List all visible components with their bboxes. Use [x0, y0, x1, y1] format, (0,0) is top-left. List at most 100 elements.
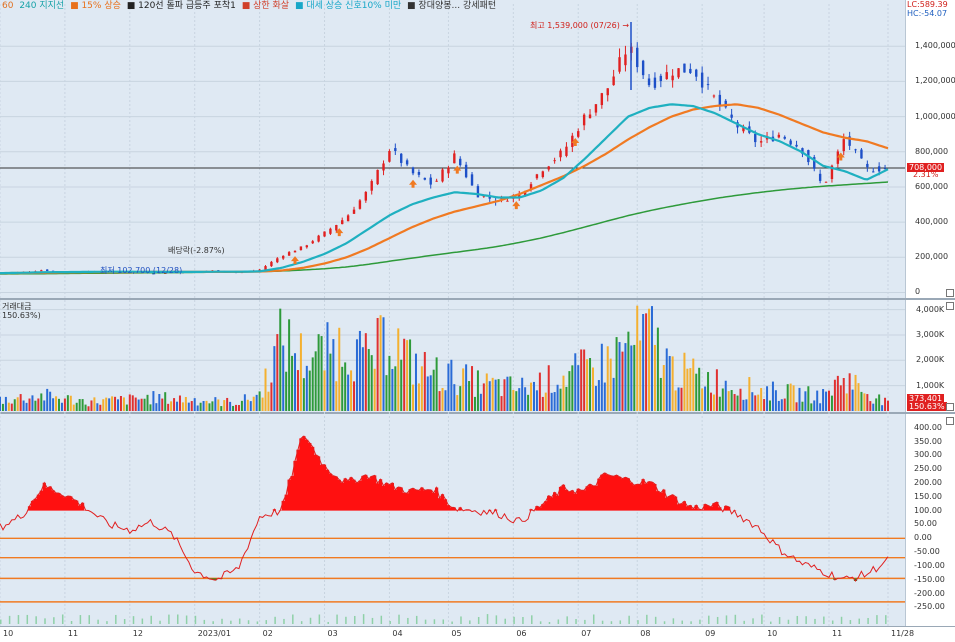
- volume-bar: [40, 393, 43, 411]
- candle-body: [742, 126, 745, 132]
- volume-bar: [509, 376, 512, 411]
- volume-bar: [122, 397, 125, 411]
- candle-body: [641, 60, 645, 76]
- panel-divider[interactable]: [0, 298, 955, 300]
- volume-bar: [801, 401, 804, 411]
- candle-body: [164, 272, 167, 274]
- ma60-line: [0, 103, 889, 275]
- volume-bar: [833, 379, 836, 411]
- candle-body: [754, 133, 757, 143]
- panel-divider[interactable]: [0, 412, 955, 414]
- volume-bar: [0, 396, 1, 411]
- bottom-volume-bar: [451, 621, 453, 624]
- candle-body: [264, 266, 267, 271]
- bottom-volume-bar: [371, 617, 374, 624]
- bottom-volume-bar: [690, 621, 692, 624]
- bottom-volume-bar: [460, 616, 462, 624]
- volume-bar: [830, 395, 833, 411]
- volume-bar: [394, 366, 397, 411]
- bottom-volume-bar: [885, 615, 887, 624]
- candle-body: [411, 167, 415, 174]
- price-tick-label: 400,000: [915, 217, 949, 227]
- candle-body: [46, 269, 49, 271]
- candle-body: [700, 72, 704, 88]
- candle-body: [429, 177, 432, 185]
- price-panel[interactable]: [0, 0, 905, 298]
- volume-bar: [400, 359, 403, 411]
- volume-bar: [650, 306, 653, 411]
- panel-resize-icon[interactable]: [946, 302, 954, 310]
- volume-bar: [866, 394, 869, 411]
- volume-bar: [597, 380, 600, 411]
- volume-bar: [642, 314, 645, 411]
- volume-bar: [630, 345, 633, 411]
- date-tick-label: 03: [327, 629, 338, 638]
- volume-bar: [385, 375, 388, 411]
- volume-bar: [550, 392, 553, 411]
- volume-bar: [184, 396, 187, 411]
- panel-resize-icon[interactable]: [946, 289, 954, 297]
- oscillator-tick-label: -200.00: [914, 588, 945, 598]
- volume-bar: [500, 396, 503, 411]
- volume-bar: [397, 328, 400, 411]
- bottom-volume-bar: [796, 615, 799, 624]
- volume-bar: [715, 369, 718, 411]
- candle-body: [547, 166, 550, 170]
- volume-bar: [370, 355, 373, 411]
- volume-bar: [748, 377, 751, 411]
- bottom-volume-bar: [486, 614, 489, 624]
- date-tick-label: 11/28: [891, 629, 915, 638]
- volume-bar: [63, 398, 66, 411]
- bottom-volume-bar: [433, 619, 436, 624]
- volume-bar: [211, 401, 214, 411]
- volume-bar: [267, 391, 270, 411]
- volume-bar: [19, 394, 22, 411]
- bottom-volume-bar: [150, 615, 152, 624]
- volume-bar: [317, 334, 320, 411]
- volume-bar: [128, 394, 131, 411]
- candle-body: [689, 68, 692, 73]
- candle-body: [459, 158, 462, 166]
- bottom-volume-bar: [415, 615, 418, 624]
- candle-body: [706, 84, 710, 86]
- volume-bar: [777, 400, 780, 411]
- volume-bar: [28, 398, 31, 411]
- bottom-volume-bar: [531, 615, 533, 624]
- volume-bar: [149, 404, 152, 411]
- bottom-volume-bar: [132, 616, 135, 624]
- candle-body: [341, 220, 344, 225]
- volume-bar: [757, 394, 760, 411]
- volume-bar: [155, 403, 158, 411]
- volume-bar: [594, 385, 597, 411]
- candle-body: [854, 149, 857, 151]
- volume-bar: [314, 351, 317, 411]
- volume-bar: [69, 395, 72, 411]
- high-annotation: 최고 1,539,000 (07/26) →: [530, 21, 630, 30]
- panel-resize-icon[interactable]: [946, 403, 954, 411]
- volume-bar: [432, 369, 435, 411]
- bottom-volume-bar: [398, 614, 400, 624]
- volume-bar: [220, 406, 223, 411]
- volume-bar: [698, 367, 701, 411]
- volume-bar: [190, 401, 193, 411]
- bottom-volume-bar: [805, 616, 807, 624]
- volume-bar: [412, 384, 415, 411]
- volume-bar: [836, 375, 839, 411]
- change-annotation: 2.31%: [913, 170, 939, 179]
- volume-bar: [311, 357, 314, 411]
- volume-bar: [621, 351, 624, 411]
- volume-bar: [75, 402, 78, 411]
- bottom-volume-bar: [26, 614, 29, 624]
- volume-bar: [140, 398, 143, 411]
- volume-bar: [252, 396, 255, 411]
- volume-panel[interactable]: [0, 300, 905, 412]
- signal-arrow-icon: [512, 201, 521, 210]
- volume-bar: [848, 373, 851, 411]
- volume-bar: [441, 387, 444, 411]
- bottom-volume-bar: [442, 619, 445, 624]
- volume-bar: [261, 397, 264, 411]
- volume-bar: [571, 365, 574, 411]
- volume-bar: [353, 381, 356, 411]
- panel-resize-icon[interactable]: [946, 417, 954, 425]
